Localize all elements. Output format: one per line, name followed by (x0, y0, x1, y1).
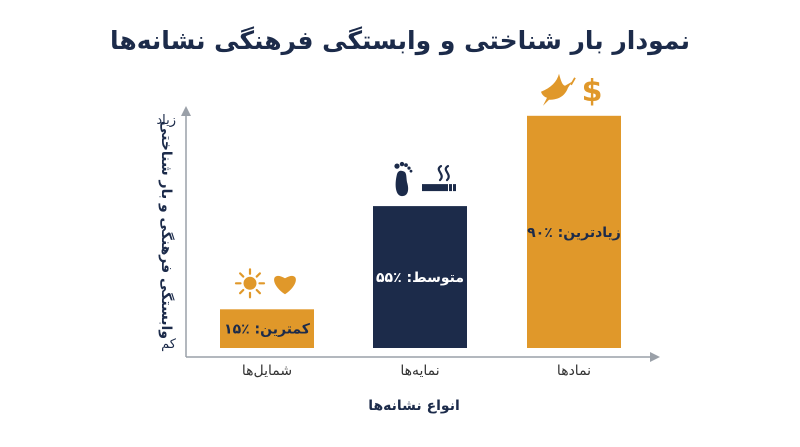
y-axis-label: وابستگی فرهنگی و بار شناختی (158, 121, 175, 339)
category-label-3: نمادها (557, 363, 591, 379)
footprint-icon (394, 161, 413, 197)
bar-label-2: متوسط: ٪۵۵ (376, 270, 464, 286)
y-axis-arrow (181, 106, 191, 116)
dove-icon (541, 73, 576, 106)
sun-icon (234, 268, 266, 299)
y-tick-low: کم (161, 337, 177, 352)
y-tick-high: زیاد (156, 113, 176, 128)
category-label-2: نمایه‌ها (400, 363, 439, 379)
x-axis-arrow (650, 352, 660, 362)
dollar-icon: $ (582, 74, 603, 109)
heart-icon (274, 275, 296, 295)
chart-title: نمودار بار شناختی و وابستگی فرهنگی نشانه… (110, 26, 690, 55)
bar-3 (527, 115, 621, 348)
category-label-1: شمایل‌ها (242, 363, 292, 379)
cigarette-icon (422, 165, 456, 192)
bar-label-1: کمترین: ٪۱۵ (224, 322, 311, 338)
bar-1 (220, 309, 314, 348)
x-axis-label: انواع نشانه‌ها (368, 398, 460, 414)
bar-2 (373, 206, 467, 348)
bar-label-3: زیادترین: ٪۹۰ (527, 225, 621, 241)
